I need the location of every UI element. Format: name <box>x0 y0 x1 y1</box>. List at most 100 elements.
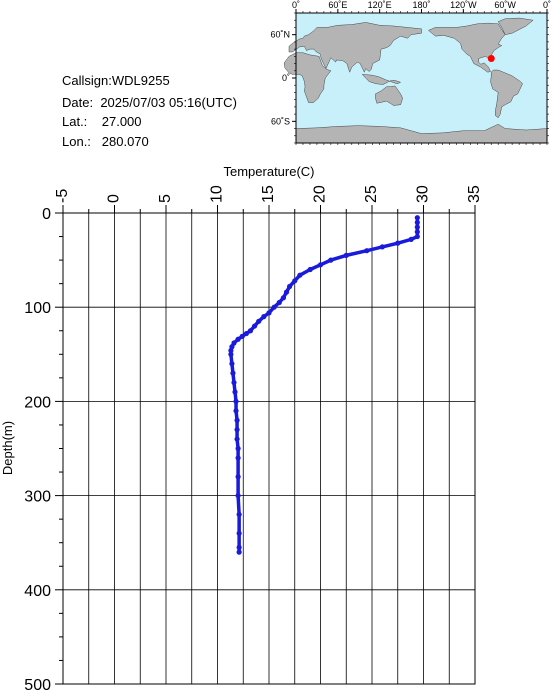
data-point <box>261 314 267 320</box>
callsign-label: Callsign: <box>62 73 112 88</box>
data-point <box>292 278 298 284</box>
x-tick-label: 35 <box>466 185 483 203</box>
data-point <box>234 427 240 433</box>
data-point <box>266 310 272 316</box>
x-tick-label: 5 <box>157 194 174 203</box>
y-axis-label: Depth(m) <box>0 421 15 475</box>
lon-label: Lon.: <box>62 134 91 149</box>
y-tick-label: 200 <box>24 394 51 411</box>
data-point <box>414 215 420 221</box>
date-label: Date: <box>62 95 94 110</box>
lat-value: 27.000 <box>101 114 142 129</box>
data-point <box>414 233 420 240</box>
data-point <box>379 244 385 250</box>
y-tick-label: 400 <box>24 583 51 600</box>
data-point <box>229 361 235 367</box>
data-point <box>251 323 258 329</box>
data-point <box>236 544 242 551</box>
lon-value: 280.070 <box>101 134 149 149</box>
data-point <box>235 455 241 461</box>
data-point <box>256 318 262 324</box>
data-point <box>297 272 303 278</box>
lon-line: Lon.: 280.070 <box>62 134 149 149</box>
map-top-tick-label: 60˚W <box>494 0 516 10</box>
temperature-profile-line <box>229 217 420 553</box>
data-point <box>233 408 239 414</box>
lat-line: Lat.: 27.000 <box>62 114 142 129</box>
data-point <box>235 474 241 480</box>
north-america-land <box>427 22 506 73</box>
data-point <box>280 295 287 301</box>
date-value: 2025/07/03 05:16(UTC) <box>100 95 237 110</box>
data-point <box>228 351 234 357</box>
x-tick-label: 15 <box>260 185 277 203</box>
callsign-line: Callsign:WDL9255 <box>62 73 170 88</box>
world-map: 0˚ 60˚E 120˚E 180˚ 120˚W 60˚W 0˚ 60˚N 0˚ 60˚S <box>270 0 551 145</box>
map-top-tick-label: 120˚W <box>450 0 477 10</box>
x-tick-label: 10 <box>209 185 226 203</box>
map-left-tick-label: 60˚N <box>270 30 290 40</box>
data-point <box>328 257 334 263</box>
callsign-value: WDL9255 <box>111 73 170 88</box>
data-point <box>287 283 293 290</box>
data-point <box>408 236 414 242</box>
data-point <box>235 445 241 452</box>
data-point <box>233 398 239 404</box>
map-left-tick-label: 0˚ <box>282 73 290 83</box>
data-point <box>236 530 242 536</box>
data-point <box>239 333 245 340</box>
x-axis-label: Temperature(C) <box>223 164 314 179</box>
chart-grid <box>63 213 475 684</box>
y-tick-label: 500 <box>24 677 51 690</box>
greenland-land <box>497 17 534 35</box>
y-tick-label: 0 <box>42 206 51 223</box>
data-point <box>236 549 242 555</box>
eurasia-land <box>288 22 422 73</box>
data-point <box>231 379 237 386</box>
data-point <box>414 229 420 235</box>
data-point <box>317 262 324 268</box>
x-tick-label: 20 <box>312 185 329 203</box>
data-point <box>230 370 236 376</box>
y-tick-label: 300 <box>24 489 51 506</box>
map-top-tick-label: 0˚ <box>543 0 551 10</box>
chart-ticks <box>55 205 476 685</box>
data-point <box>235 493 241 499</box>
data-point <box>276 299 282 306</box>
series-group <box>228 215 420 555</box>
data-point <box>247 328 254 334</box>
map-top-tick-label: 180˚ <box>412 0 430 10</box>
lat-label: Lat.: <box>62 114 88 129</box>
map-top-tick-label: 120˚E <box>368 0 392 10</box>
data-point <box>234 436 240 442</box>
data-point <box>271 304 277 310</box>
australia-land <box>375 85 403 106</box>
indonesia-land <box>361 74 402 85</box>
station-marker <box>487 55 495 62</box>
x-tick-label: 25 <box>363 185 380 203</box>
x-tick-label: 30 <box>415 185 432 203</box>
data-point <box>307 266 313 273</box>
data-point <box>234 417 240 423</box>
data-point <box>343 252 349 258</box>
date-line: Date: 2025/07/03 05:16(UTC) <box>62 95 237 110</box>
map-top-tick-label: 0˚ <box>292 0 300 10</box>
map-left-tick-label: 60˚S <box>271 116 290 126</box>
data-point <box>232 389 238 395</box>
map-ticks: 0˚ 60˚E 120˚E 180˚ 120˚W 60˚W 0˚ 60˚N 0˚ 60˚S <box>270 0 551 145</box>
data-point <box>283 289 290 295</box>
data-point <box>243 330 249 337</box>
data-point <box>395 240 401 246</box>
data-point <box>364 248 370 254</box>
x-tick-label: 0 <box>106 194 123 203</box>
data-point <box>228 347 234 354</box>
data-point <box>236 511 242 518</box>
plot-frame <box>62 212 476 685</box>
data-point <box>235 336 241 342</box>
y-tick-label: 100 <box>24 300 51 317</box>
x-tick-label: -5 <box>54 189 71 203</box>
map-top-tick-label: 60˚E <box>328 0 347 10</box>
